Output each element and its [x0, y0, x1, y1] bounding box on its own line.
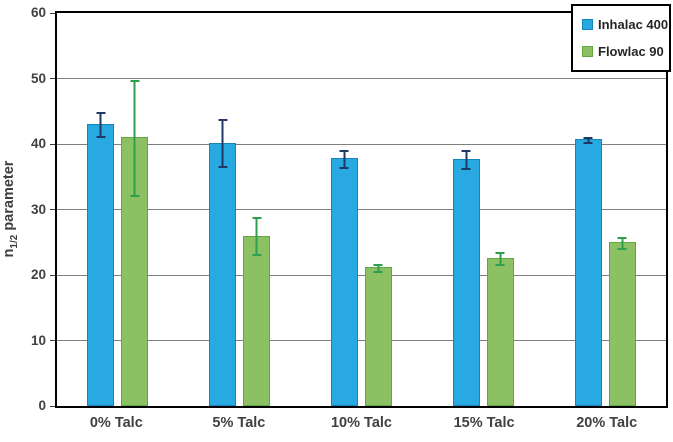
y-tick-label-0: 0	[38, 398, 46, 413]
error-bar-line	[255, 217, 258, 257]
legend-item-flowlac-90: Flowlac 90	[582, 44, 667, 59]
error-bar	[373, 263, 383, 273]
error-bar-line	[621, 236, 624, 250]
error-bar-line	[343, 149, 346, 170]
y-axis-label-rest: parameter	[1, 160, 17, 235]
y-tick-label-40: 40	[30, 136, 46, 151]
x-axis-labels: 0% Talc 5% Talc 10% Talc 15% Talc 20% Talc	[55, 415, 668, 437]
error-bar-cap-bottom	[218, 165, 228, 168]
error-bar-cap-bottom	[583, 141, 593, 144]
y-axis-label-base: n	[1, 248, 17, 258]
legend-label-flowlac-90: Flowlac 90	[598, 44, 664, 59]
error-bar	[495, 252, 505, 266]
error-bar-cap-top	[461, 150, 471, 153]
bar-inhalac-400-10-talc	[330, 149, 358, 406]
bar-inhalac-400-0-talc	[87, 112, 115, 406]
error-bar-cap-top	[373, 263, 383, 266]
error-bar-cap-bottom	[252, 254, 262, 257]
bar-group-20-talc	[544, 13, 666, 406]
error-bar	[130, 79, 140, 198]
y-tick-mark-30	[50, 209, 55, 210]
error-bar-line	[99, 112, 102, 139]
legend-swatch-inhalac-400	[582, 19, 593, 30]
legend-item-inhalac-400: Inhalac 400	[582, 17, 669, 32]
error-bar	[96, 112, 106, 139]
bar-group-10-talc	[301, 13, 423, 406]
error-bar-cap-bottom	[461, 167, 471, 170]
error-bar	[339, 149, 349, 170]
bar-group-5-talc	[179, 13, 301, 406]
error-bar-line	[499, 252, 502, 266]
x-tick-label-10-talc: 10% Talc	[330, 415, 392, 431]
y-tick-mark-20	[50, 274, 55, 276]
error-bar-cap-bottom	[96, 136, 106, 139]
bar-group-15-talc	[422, 13, 544, 406]
y-axis-label-subscript: 1/2	[8, 234, 20, 249]
bar-flowlac-90-0-talc	[121, 79, 149, 406]
y-tick-label-30: 30	[30, 201, 46, 217]
error-bar-line	[377, 263, 380, 273]
error-bar-cap-top	[218, 119, 228, 122]
gridline-40	[57, 143, 666, 145]
y-tick-mark-40	[50, 143, 55, 145]
gridline-10	[57, 340, 666, 341]
error-bar	[583, 137, 593, 144]
error-bar-line	[587, 137, 590, 144]
error-bar-line	[465, 150, 468, 170]
gridline-30	[57, 209, 666, 210]
bar-inhalac-400-5-talc	[209, 119, 237, 406]
error-bar-cap-top	[339, 149, 349, 152]
bar-flowlac-90-20-talc	[608, 236, 636, 406]
y-tick-mark-0	[50, 405, 55, 407]
legend: Inhalac 400 Flowlac 90	[571, 4, 671, 72]
y-tick-label-50: 50	[30, 70, 46, 86]
x-tick-label-5-talc: 5% Talc	[212, 415, 266, 431]
error-bar	[617, 236, 627, 250]
legend-label-inhalac-400: Inhalac 400	[598, 17, 669, 32]
y-tick-mark-10	[50, 340, 55, 341]
bar-inhalac-400-20-talc	[574, 137, 602, 406]
error-bar	[461, 150, 471, 170]
bar-group-0-talc	[57, 13, 179, 406]
bar-flowlac-90-5-talc	[243, 217, 271, 406]
x-tick-label-0-talc: 0% Talc	[89, 415, 143, 431]
y-tick-mark-60	[50, 12, 55, 14]
bar-flowlac-90-15-talc	[486, 252, 514, 406]
error-bar-cap-bottom	[617, 247, 627, 250]
error-bar-line	[221, 119, 224, 168]
y-tick-label-60: 60	[30, 5, 46, 20]
x-tick-label-15-talc: 15% Talc	[453, 415, 515, 431]
gridline-50	[57, 78, 666, 79]
error-bar	[252, 217, 262, 257]
bar-inhalac-400-15-talc	[452, 150, 480, 406]
error-bar-cap-top	[617, 236, 627, 239]
error-bar-cap-top	[130, 79, 140, 82]
gridline-20	[57, 274, 666, 276]
x-tick-label-20-talc: 20% Talc	[576, 415, 638, 431]
error-bar-line	[133, 79, 136, 198]
error-bar-cap-bottom	[130, 195, 140, 198]
error-bar-cap-top	[583, 137, 593, 140]
y-tick-label-10: 10	[30, 332, 46, 348]
error-bar-cap-top	[96, 112, 106, 115]
error-bar-cap-bottom	[495, 263, 505, 266]
bar-flowlac-90-10-talc	[364, 263, 392, 406]
error-bar	[218, 119, 228, 168]
legend-swatch-flowlac-90	[582, 46, 593, 57]
error-bar-cap-bottom	[339, 167, 349, 170]
plot-area	[55, 11, 668, 408]
error-bar-cap-bottom	[373, 270, 383, 273]
error-bar-cap-top	[495, 252, 505, 255]
y-tick-mark-50	[50, 78, 55, 79]
error-bar-cap-top	[252, 217, 262, 220]
y-tick-label-20: 20	[30, 267, 46, 282]
